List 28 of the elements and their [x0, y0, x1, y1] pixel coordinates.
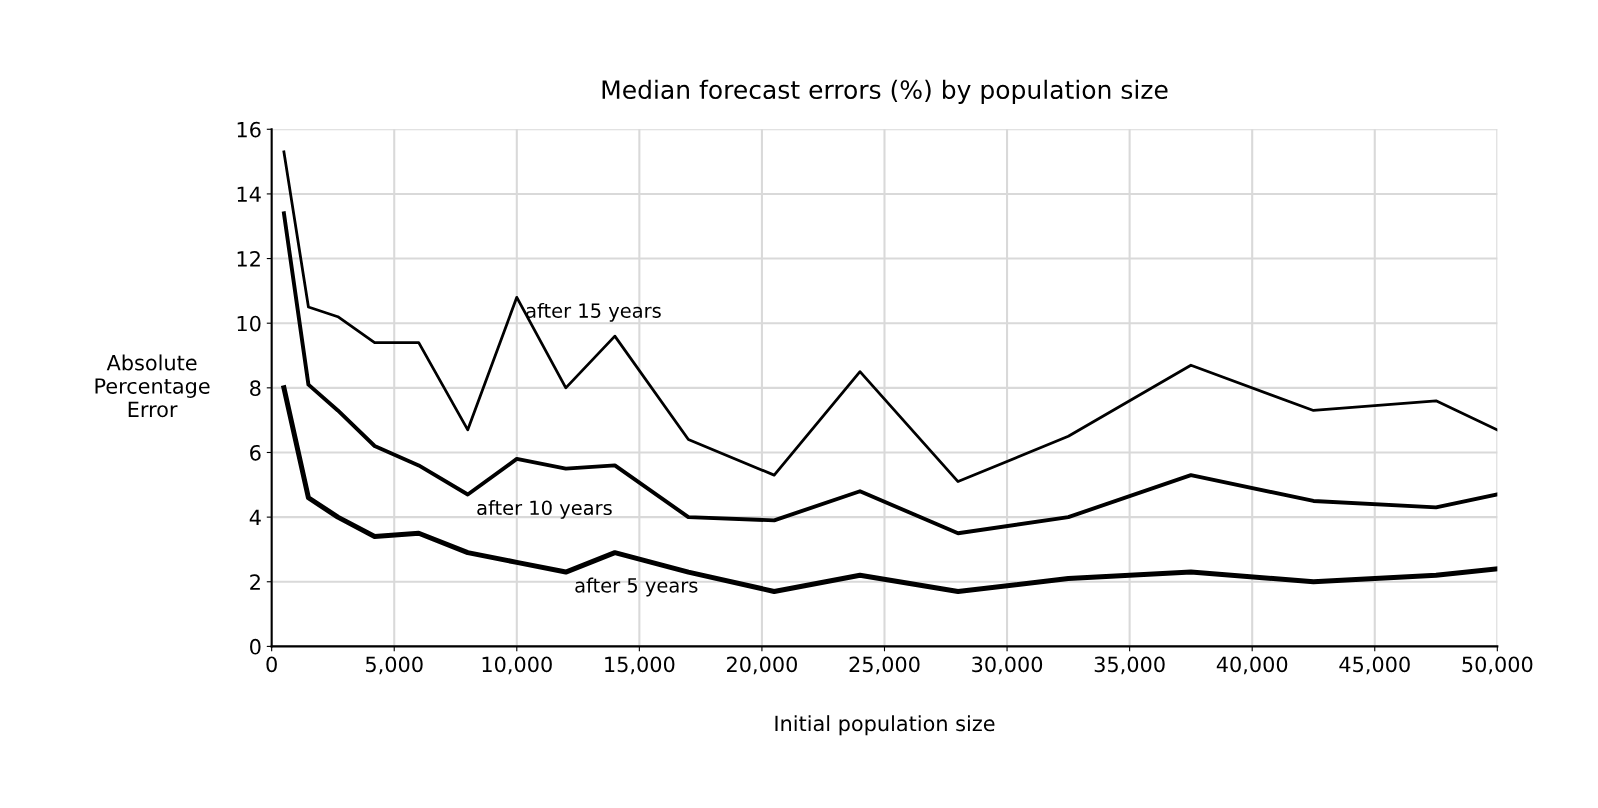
x-tick-label: 50,000	[1462, 656, 1533, 675]
x-tick-label: 45,000	[1339, 656, 1410, 675]
chart-title: Median forecast errors (%) by population size	[602, 79, 1168, 104]
y-tick-label: 8	[250, 380, 261, 397]
line-series	[282, 150, 1498, 483]
x-tick-label: 20,000	[727, 656, 797, 675]
y-tick-label: 14	[237, 186, 261, 202]
annotation: after 10 years	[477, 500, 612, 519]
x-tick-label: 25,000	[849, 656, 920, 675]
x-tick-label: 40,000	[1216, 656, 1288, 675]
y-axis-title: Absolute Percentage Error	[95, 354, 210, 418]
y-tick-label: 12	[237, 251, 260, 267]
y-tick-label: 6	[250, 444, 261, 461]
annotation: after 15 years	[526, 302, 661, 322]
x-tick-label: 10,000	[482, 656, 552, 675]
y-tick-label: 10	[237, 315, 261, 332]
x-tick-label: 0	[266, 656, 277, 673]
x-tick-label: 5,000	[366, 656, 423, 675]
y-tick-label: 0	[250, 638, 261, 655]
x-tick-label: 15,000	[605, 656, 675, 675]
x-tick-label: 30,000	[972, 656, 1043, 675]
x-tick-label: 35,000	[1094, 656, 1165, 675]
annotation: after 5 years	[575, 577, 698, 597]
y-tick-label: 2	[250, 574, 260, 590]
line-series	[281, 211, 1498, 536]
x-axis-title: Initial population size	[775, 715, 995, 736]
y-tick-label: 16	[237, 121, 261, 138]
y-tick-label: 4	[249, 509, 261, 526]
